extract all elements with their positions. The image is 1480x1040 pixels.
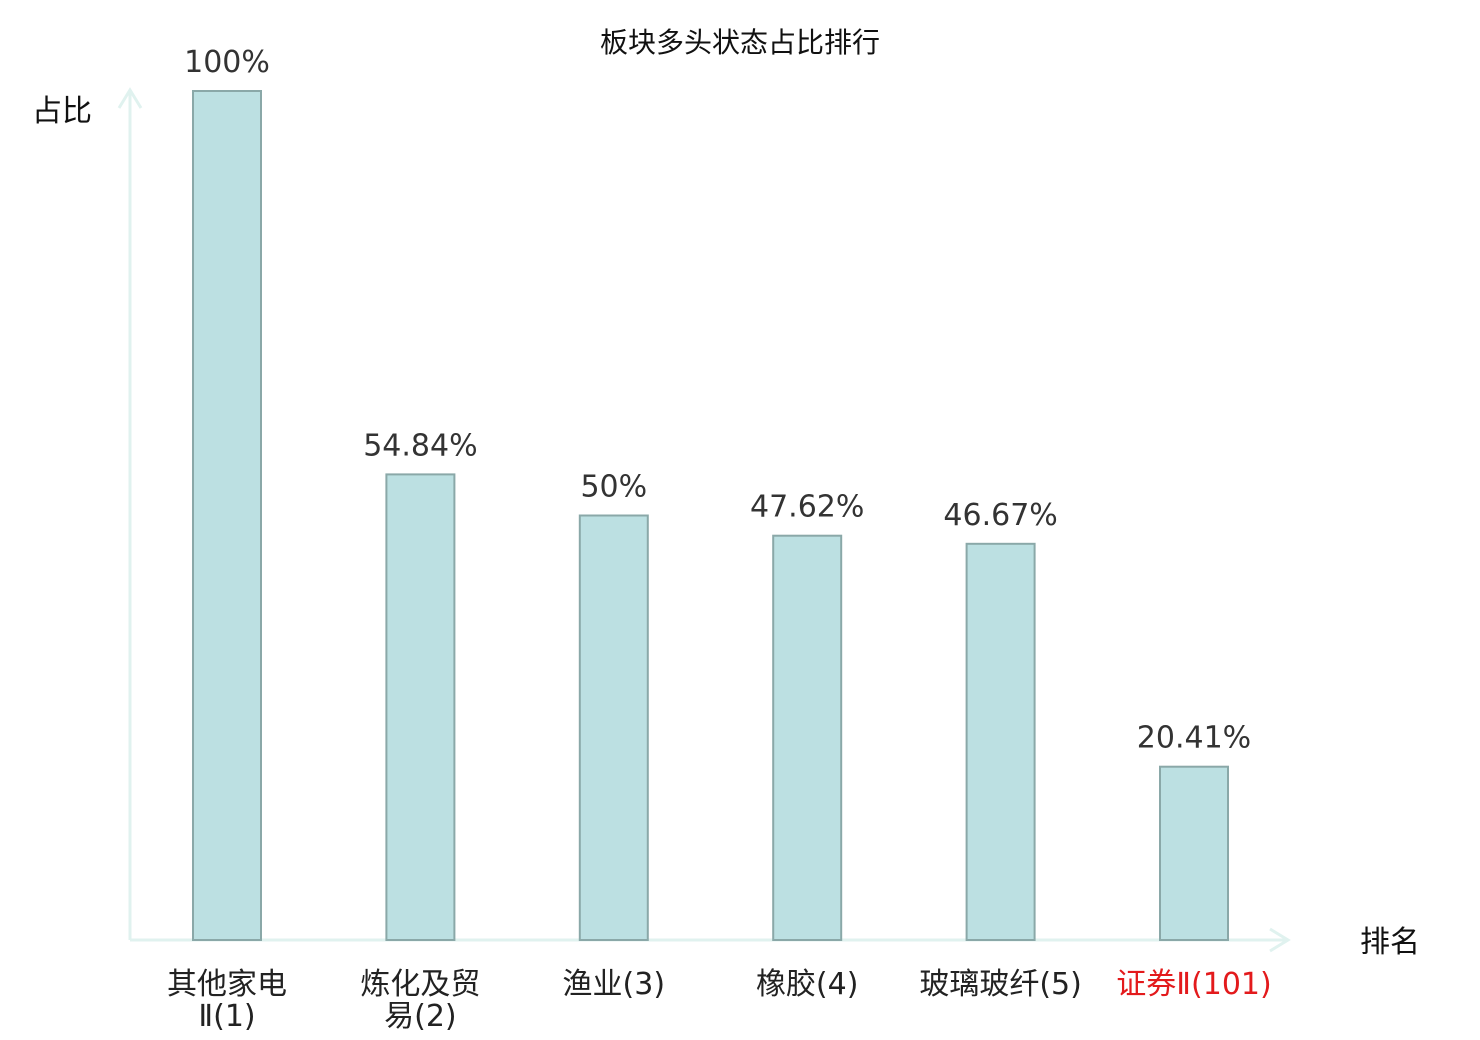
bar <box>578 514 649 941</box>
bar <box>772 534 843 941</box>
data-label: 100% <box>184 45 270 80</box>
bar <box>965 542 1036 941</box>
data-label: 46.67% <box>943 498 1057 533</box>
x-tick-label-line2: 易(2) <box>384 999 457 1034</box>
bar <box>385 473 456 941</box>
bars-group <box>192 90 1229 942</box>
data-label: 54.84% <box>363 428 477 463</box>
x-tick-label: 橡胶(4) <box>756 967 859 1002</box>
x-tick-label: 其他家电 <box>167 967 287 1002</box>
y-axis-arrow <box>117 87 143 109</box>
data-label: 47.62% <box>750 490 864 525</box>
data-label: 50% <box>580 470 647 505</box>
data-label: 20.41% <box>1137 721 1251 756</box>
x-tick-label-line2: Ⅱ(1) <box>198 999 255 1034</box>
x-tick-label: 渔业(3) <box>563 967 666 1002</box>
x-tick-label: 炼化及贸 <box>360 967 480 1002</box>
x-axis-title: 排名 <box>1360 925 1420 960</box>
y-axis-title: 占比 <box>32 94 92 129</box>
x-tick-label: 玻璃玻纤(5) <box>919 967 1082 1002</box>
x-axis-arrow <box>1269 927 1291 953</box>
x-tick-label: 证券Ⅱ(101) <box>1116 967 1271 1002</box>
value-labels-group: 100% 54.84% 50% 47.62% 46.67% 20.41% <box>184 45 1251 756</box>
bar <box>192 90 262 941</box>
chart-title: 板块多头状态占比排行 <box>600 26 880 59</box>
bar <box>1159 765 1229 942</box>
chart-axes <box>117 87 1291 953</box>
